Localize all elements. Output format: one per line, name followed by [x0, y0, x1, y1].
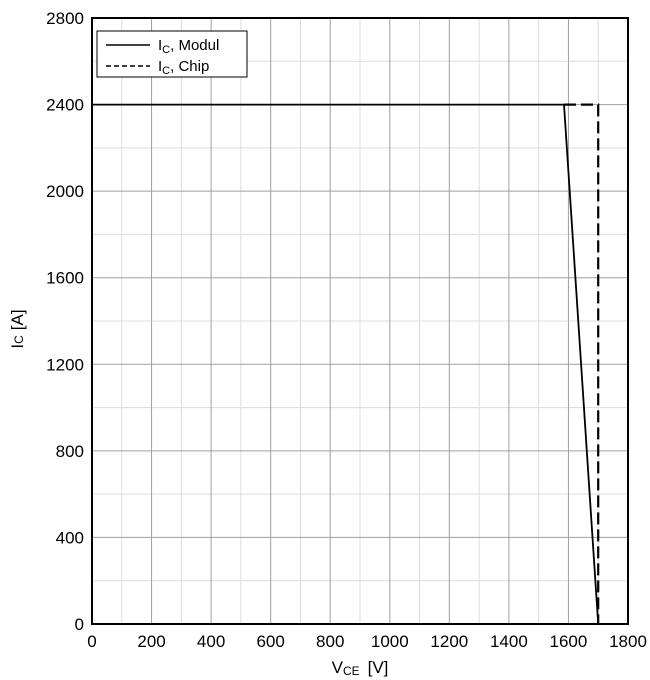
legend-label-chip: IC, Chip [158, 58, 209, 77]
x-tick-label: 1000 [371, 632, 409, 651]
y-tick-label: 2800 [46, 9, 84, 28]
x-tick-label: 600 [256, 632, 284, 651]
x-tick-label: 0 [87, 632, 96, 651]
legend-label-modul: IC, Modul [158, 37, 219, 56]
legend-label-chip-main: I [158, 58, 162, 75]
y-tick-label: 400 [56, 528, 84, 547]
x-axis-label-sub: CE [343, 664, 360, 678]
x-axis-label-main: V [332, 658, 344, 677]
x-tick-label: 800 [316, 632, 344, 651]
y-tick-label: 0 [75, 615, 84, 634]
x-tick-label: 1600 [550, 632, 588, 651]
series-line-1 [564, 103, 600, 624]
y-tick-label: 1200 [46, 355, 84, 374]
y-axis-label-unit: [A] [8, 309, 27, 330]
y-axis-label-main: I [8, 344, 27, 349]
series-layer [92, 103, 600, 625]
legend: IC, Modul IC, Chip [96, 30, 248, 78]
x-tick-label: 1800 [609, 632, 647, 651]
legend-label-modul-main: I [158, 37, 162, 54]
y-tick-labels: 0 400 800 1200 1600 2000 2400 2800 [46, 9, 84, 634]
y-tick-label: 2400 [46, 96, 84, 115]
y-tick-label: 1600 [46, 269, 84, 288]
legend-label-chip-sub: C [162, 65, 170, 77]
legend-label-modul-sub: C [162, 44, 170, 56]
grid-minor-lines [92, 18, 628, 624]
y-axis-label: IC [A] [8, 309, 27, 348]
x-tick-labels: 0 200 400 600 800 1000 1200 1400 1600 1800 [87, 632, 647, 651]
x-tick-label: 200 [137, 632, 165, 651]
x-tick-label: 1400 [490, 632, 528, 651]
x-axis-label-unit: [V] [368, 658, 389, 677]
y-tick-label: 2000 [46, 182, 84, 201]
x-tick-label: 1200 [430, 632, 468, 651]
legend-label-chip-rest: , Chip [170, 58, 209, 75]
y-axis-label-sub: C [12, 335, 26, 344]
legend-label-modul-rest: , Modul [170, 37, 219, 54]
plot-frame [91, 17, 629, 625]
x-tick-label: 400 [197, 632, 225, 651]
legend-box [96, 30, 248, 78]
y-tick-label: 800 [56, 442, 84, 461]
x-axis-label: VCE [V] [332, 658, 389, 678]
